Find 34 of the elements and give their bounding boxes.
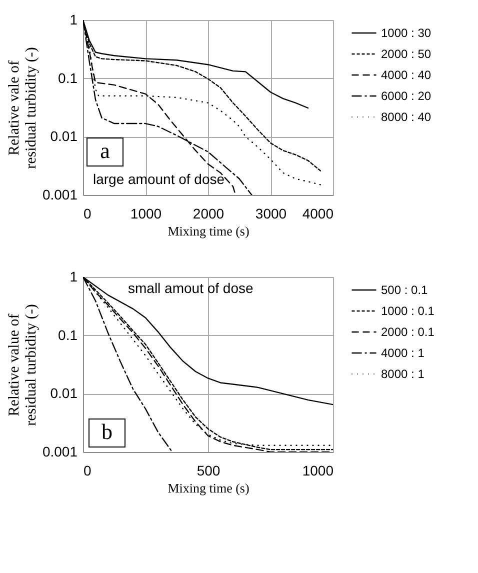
x-tick-label: 1000 (302, 462, 334, 478)
x-axis-title: Mixing time (s) (168, 224, 250, 238)
legend-label: 6000 : 20 (381, 89, 432, 103)
x-tick-label: 500 (196, 462, 220, 478)
x-tick-label: 3000 (255, 206, 287, 222)
y-tick-label: 0.001 (42, 444, 78, 460)
x-tick-label: 0 (84, 206, 92, 222)
y-axis-title: Relative vale of residual turbidity (-) (6, 47, 40, 169)
x-tick-label: 1000 (130, 206, 162, 222)
legend-label: 2000 : 0.1 (381, 325, 435, 339)
y-tick-label: 0.1 (58, 70, 78, 86)
x-tick-label: 0 (84, 462, 92, 478)
legend-label: 1000 : 0.1 (381, 304, 435, 318)
y-tick-label: 1 (70, 268, 78, 284)
y-tick-label: 0.01 (50, 385, 78, 402)
y-tick-label: 0.001 (42, 186, 78, 202)
annotation: b (102, 419, 112, 444)
legend-label: 2000 : 50 (381, 47, 432, 61)
x-tick-label: 4000 (302, 206, 334, 222)
legend-label: 4000 : 40 (381, 68, 432, 82)
legend-label: 8000 : 40 (381, 110, 432, 124)
y-axis-title: Relative value of residual turbidity (-) (6, 304, 40, 426)
x-axis-title: Mixing time (s) (168, 480, 250, 496)
legend-label: 500 : 0.1 (381, 283, 428, 297)
y-tick-label: 0.01 (50, 128, 78, 144)
annotation: a (100, 138, 110, 163)
x-tick-label: 2000 (192, 206, 224, 222)
y-tick-label: 0.1 (58, 326, 78, 343)
legend-label: 1000 : 30 (381, 26, 432, 40)
legend-label: 8000 : 1 (381, 367, 425, 381)
annotation: small amout of dose (128, 280, 254, 296)
annotation: large amount of dose (93, 171, 225, 187)
legend-label: 4000 : 1 (381, 346, 425, 360)
y-tick-label: 1 (70, 12, 78, 28)
